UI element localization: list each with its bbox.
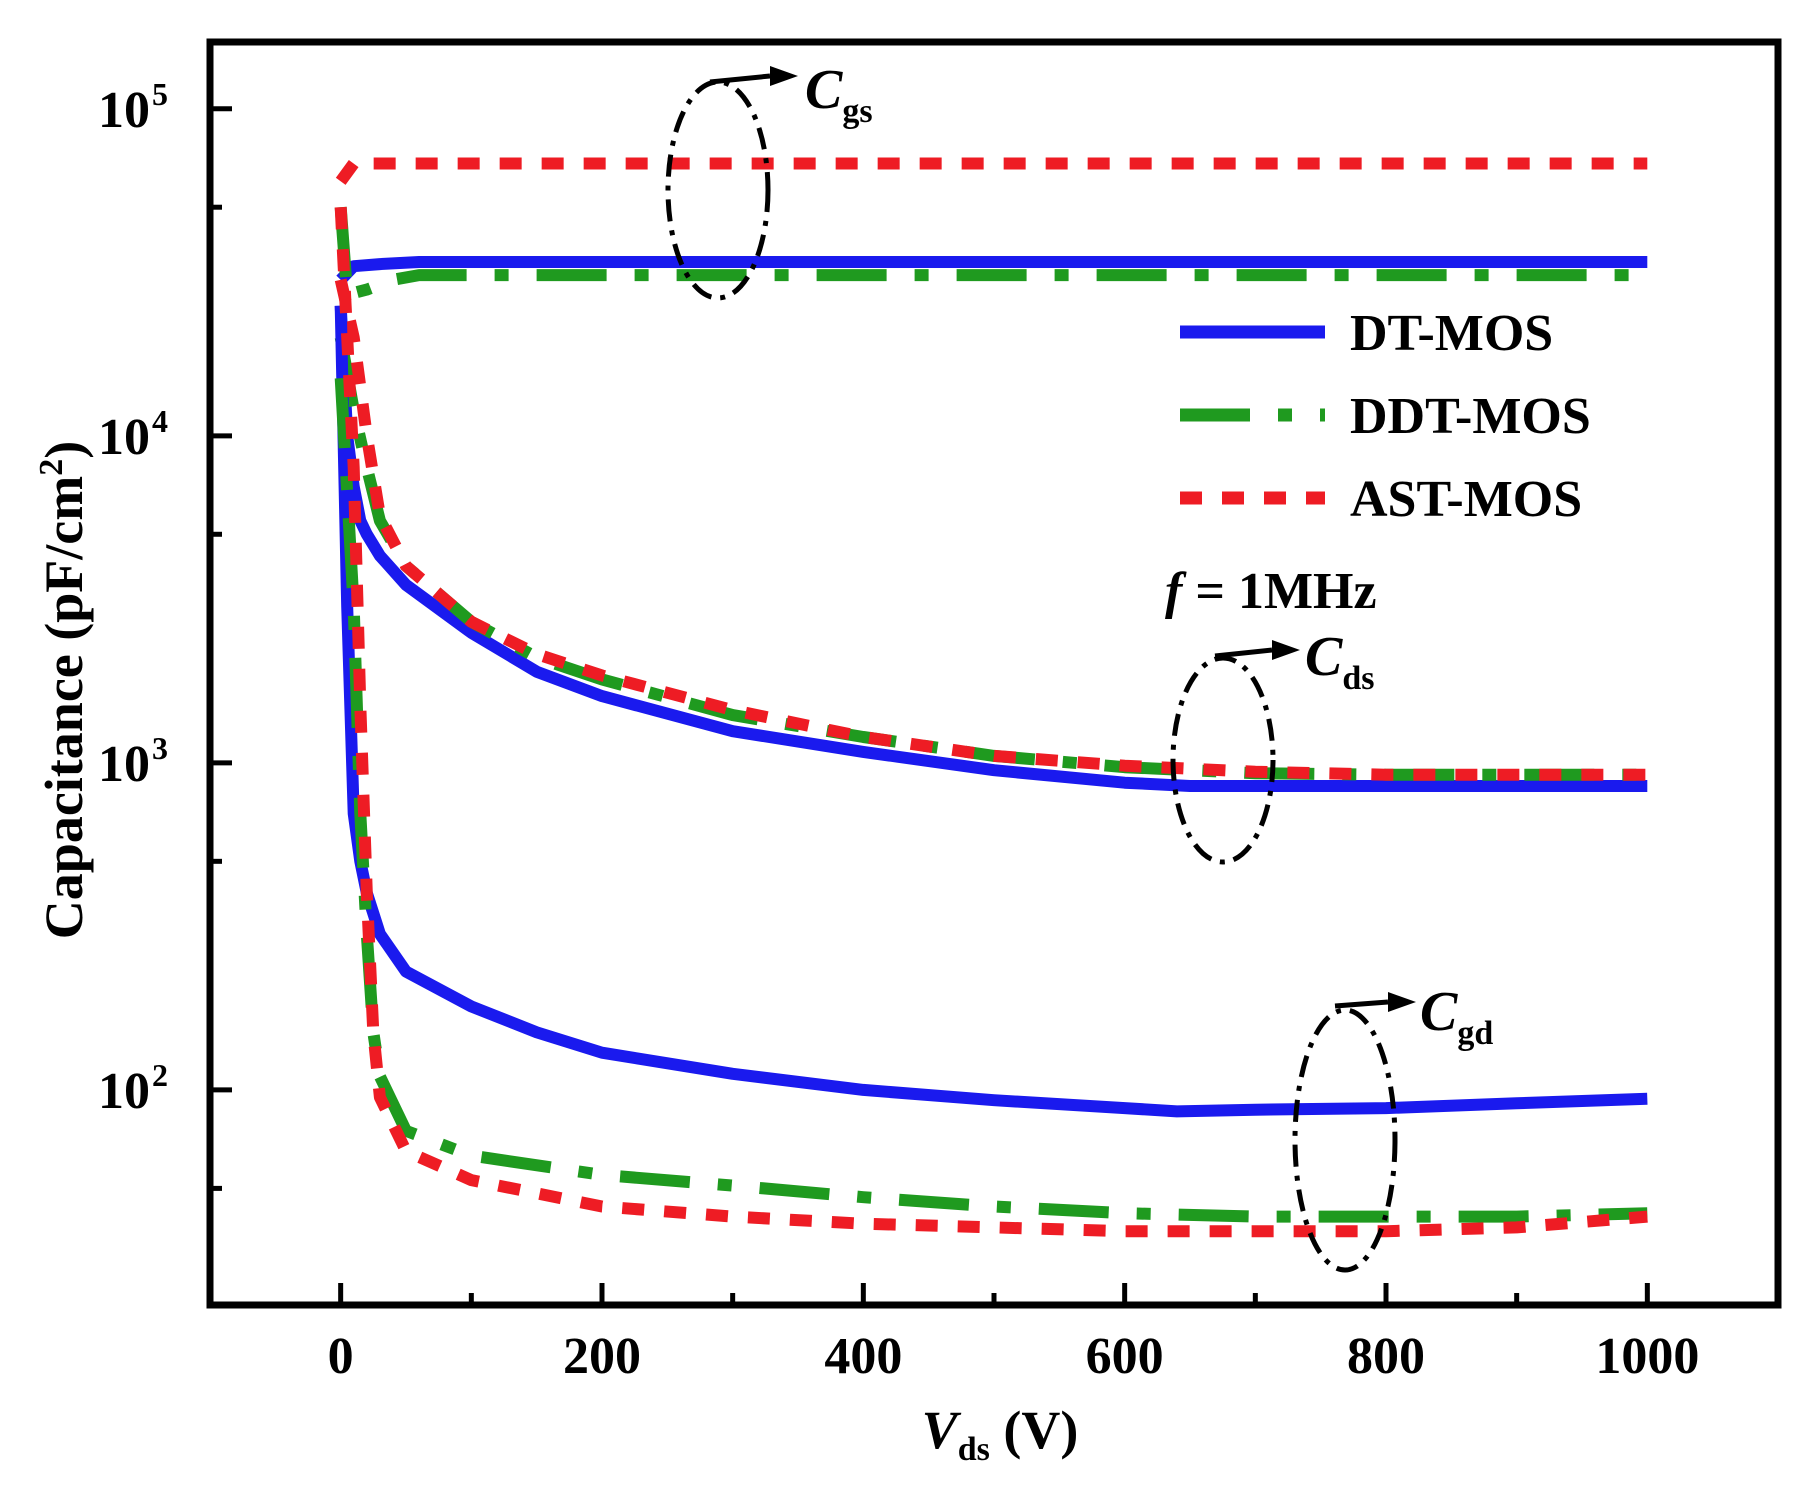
cgs-arrow [709,73,771,85]
legend-label-dt-mos: DT-MOS [1350,305,1553,362]
x-tick-label-0: 0 [328,1328,354,1385]
plot-frame [206,38,1782,1309]
cds-arrow [1214,647,1273,659]
series-ast-mos-cgs [335,157,1648,185]
y-axis-title: Capacitance (pF/cm2) [33,441,94,939]
y-tick-label-10000: 10 [98,409,150,466]
frequency-note: f = 1MHz [1165,563,1377,620]
cgd-label: Cgd [1420,981,1493,1052]
cds-label: Cds [1305,626,1375,697]
cgs-ellipse [665,79,771,301]
annotation-cgs: Cgs [665,59,873,301]
x-tick-label-600: 600 [1086,1328,1164,1385]
cgd-arrowhead-icon [1388,992,1416,1012]
cds-arrowhead-icon [1272,640,1300,660]
annotation-cgd: Cgd [1292,981,1493,1273]
y-tick-exponent-100: 2 [152,1057,168,1093]
y-tick-exponent-100000: 5 [152,76,168,112]
y-tick-label-100000: 10 [98,82,150,139]
series-dt-mos-cgs [336,256,1648,284]
legend-label-ast-mos: AST-MOS [1350,471,1582,528]
series-ast-mos-cds [334,278,1648,781]
cgs-label: Cgs [805,59,873,130]
series-ddt-mos-cgs [334,206,1648,301]
x-tick-label-800: 800 [1347,1328,1425,1385]
y-tick-label-100: 10 [98,1063,150,1120]
series-dt-mos-cds [334,305,1648,792]
annotation-cds: Cds [1170,626,1375,865]
cgs-arrowhead-icon [770,66,798,86]
cds-ellipse [1170,655,1276,865]
cgd-ellipse [1292,1007,1398,1273]
cgd-arrow [1334,999,1389,1009]
y-tick-label-1000: 10 [98,736,150,793]
x-axis-title: Vds (V) [922,1400,1079,1468]
series-ast-mos-cgd [334,206,1648,1238]
x-tick-label-1000: 1000 [1595,1328,1699,1385]
y-tick-exponent-1000: 3 [152,730,168,766]
legend: DT-MOS DDT-MOS AST-MOS f = 1MHz [1165,305,1591,620]
y-tick-exponent-10000: 4 [152,403,168,439]
plot-area [334,157,1648,1238]
x-tick-label-200: 200 [563,1328,641,1385]
x-tick-label-400: 400 [824,1328,902,1385]
legend-label-ddt-mos: DDT-MOS [1350,388,1591,445]
